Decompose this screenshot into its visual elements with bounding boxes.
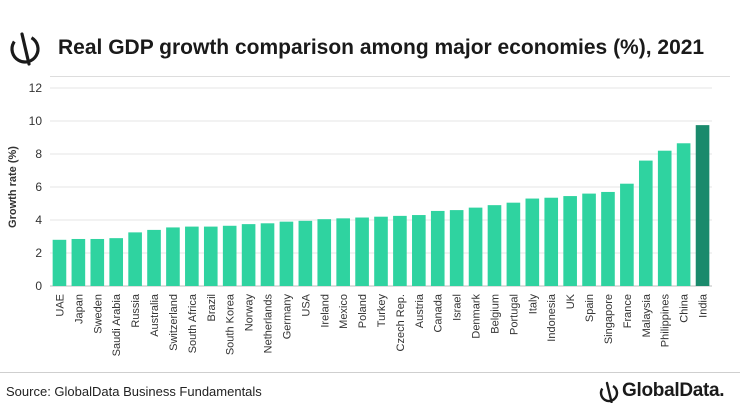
chart-header: Real GDP growth comparison among major e… — [0, 0, 740, 80]
x-tick-label: Denmark — [471, 294, 483, 339]
x-tick-label: Spain — [584, 294, 596, 322]
y-tick-label: 2 — [35, 246, 42, 260]
bar — [166, 227, 180, 286]
y-tick-label: 4 — [35, 213, 42, 227]
x-tick-label: UAE — [54, 294, 66, 317]
x-tick-label: South Korea — [225, 293, 237, 355]
bar — [601, 191, 615, 286]
bar — [563, 196, 577, 286]
x-tick-label: Israel — [452, 294, 464, 321]
x-tick-label: Belgium — [489, 294, 501, 334]
bar — [241, 224, 256, 286]
x-tick-label: Germany — [281, 294, 293, 340]
x-tick-label: USA — [300, 293, 312, 316]
bar — [657, 150, 672, 286]
x-tick-label: Malaysia — [641, 293, 653, 337]
bar — [90, 238, 105, 286]
bar — [468, 207, 483, 286]
bar — [147, 229, 161, 286]
bar — [506, 202, 521, 286]
x-tick-label: Canada — [433, 293, 445, 332]
y-tick-label: 8 — [35, 147, 42, 161]
globaldata-logo-icon — [10, 32, 40, 66]
x-tick-label: Mexico — [338, 294, 350, 329]
bar — [695, 125, 710, 286]
x-tick-label: France — [622, 294, 634, 328]
bar — [317, 219, 332, 286]
x-tick-label: China — [679, 293, 691, 323]
x-tick-label: Philippines — [660, 294, 672, 348]
x-tick-label: Sweden — [92, 294, 104, 334]
x-tick-label: India — [698, 293, 710, 318]
brand-logo: GlobalData. — [598, 378, 738, 406]
bar — [525, 198, 540, 286]
x-tick-label: Poland — [357, 294, 369, 328]
x-tick-label: Netherlands — [263, 294, 275, 354]
bar — [582, 193, 596, 286]
bar — [393, 215, 407, 286]
y-tick-label: 10 — [29, 114, 43, 128]
bar — [203, 226, 218, 286]
x-tick-label: Portugal — [508, 294, 520, 335]
bar — [449, 210, 464, 286]
x-tick-label: Czech Rep. — [395, 294, 407, 351]
x-tick-label: UK — [565, 293, 577, 309]
x-tick-label: Singapore — [603, 294, 615, 344]
source-note: Source: GlobalData Business Fundamentals — [6, 384, 262, 399]
bar — [71, 238, 86, 286]
brand-name: GlobalData. — [622, 380, 725, 401]
x-tick-label: Turkey — [376, 294, 388, 328]
bar — [676, 143, 691, 286]
x-tick-label: Austria — [414, 293, 426, 328]
x-tick-label: Australia — [149, 293, 161, 337]
bar — [487, 205, 502, 286]
bar — [185, 226, 199, 286]
bar — [544, 197, 559, 286]
bar — [374, 216, 388, 286]
x-tick-label: Norway — [244, 294, 256, 332]
title-divider — [50, 76, 730, 77]
x-tick-label: Switzerland — [168, 294, 180, 351]
chart-title: Real GDP growth comparison among major e… — [58, 36, 705, 59]
x-tick-label: Russia — [130, 293, 142, 328]
bar — [222, 225, 237, 286]
bar — [298, 220, 313, 286]
globaldata-brand-icon — [599, 381, 619, 403]
bar — [52, 239, 67, 286]
bar-chart: 0 2 4 6 8 10 12 Growth rate (%) UAE Japan Sweden Sa… — [7, 81, 712, 356]
footer-divider — [0, 372, 740, 373]
y-tick-label: 12 — [29, 81, 43, 95]
x-tick-label: Brazil — [206, 294, 218, 322]
x-tick-label: Italy — [527, 294, 539, 315]
bar — [430, 210, 445, 286]
bar — [638, 160, 653, 286]
bar — [336, 218, 350, 286]
x-tick-label: Saudi Arabia — [111, 293, 123, 356]
y-tick-label: 0 — [35, 279, 42, 293]
x-tick-label: South Africa — [187, 293, 199, 353]
x-tick-label: Ireland — [319, 294, 331, 328]
x-tick-label: Japan — [73, 294, 85, 324]
bar — [128, 232, 142, 286]
y-axis-label: Growth rate (%) — [7, 146, 19, 228]
x-tick-label: Indonesia — [546, 293, 558, 342]
bar — [412, 215, 426, 286]
y-tick-label: 6 — [35, 180, 42, 194]
bar — [279, 221, 294, 286]
bar — [260, 223, 275, 286]
bar — [109, 238, 124, 286]
bar — [620, 183, 634, 286]
bar — [355, 217, 369, 286]
